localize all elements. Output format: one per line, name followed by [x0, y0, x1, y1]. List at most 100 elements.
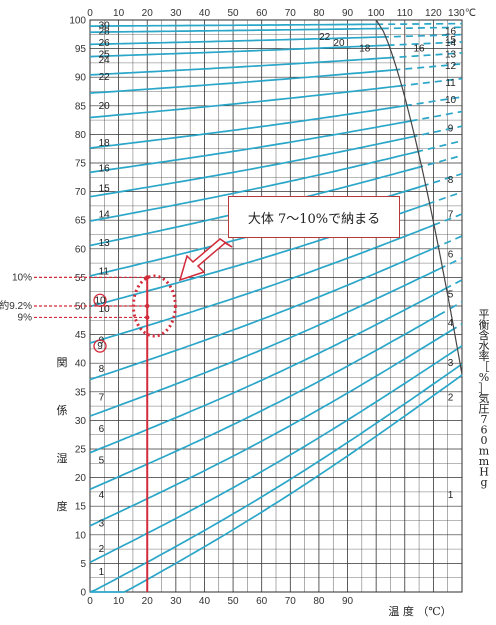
rh-point-label: 9% [18, 312, 33, 323]
curve-label-left: 28 [99, 26, 111, 37]
x-tick-top: 70 [285, 8, 297, 19]
side-title-char: 平 [479, 308, 490, 321]
circled-emc-label: 10 [94, 295, 106, 306]
emc-curve [89, 27, 382, 34]
curve-label-right: 5 [448, 290, 454, 301]
y-axis-title-char: 関 [57, 356, 68, 369]
y-axis-title-char: 湿 [57, 452, 68, 465]
side-title-char: 0 [481, 434, 488, 447]
rh-point [145, 303, 150, 309]
curve-label-left: 20 [99, 101, 111, 112]
curve-label-left: 8 [99, 364, 105, 375]
curve-label-right: 12 [445, 61, 457, 72]
curve-label-left: 11 [99, 267, 110, 278]
side-title-char: 気 [479, 391, 490, 405]
curve-label-left: 14 [99, 209, 111, 220]
y-tick: 20 [75, 473, 87, 484]
x-tick-bottom: 50 [228, 596, 240, 607]
emc-curve-dashed [376, 22, 462, 26]
curve-label-left: 10 [99, 304, 111, 315]
x-tick-top: 120 [425, 8, 442, 19]
y-tick: 0 [80, 588, 86, 599]
y-tick: 90 [75, 73, 87, 84]
side-title-char: 6 [481, 424, 488, 437]
emc-curve-dashed [444, 279, 463, 290]
x-tick-top: 100 [368, 8, 385, 19]
annotation-text: 大体 7〜10%で納まる [247, 211, 381, 227]
curve-label-left: 25 [99, 49, 111, 60]
x-tick-top: 0 [87, 8, 93, 19]
rh-point-label: 約9.2% [0, 299, 32, 312]
emc-curve [89, 151, 417, 222]
emc-curve-dashed [410, 110, 463, 122]
side-title-char: 含 [479, 328, 490, 342]
x-tick-bottom: 60 [256, 596, 268, 607]
y-tick: 30 [75, 416, 87, 427]
arrow-icon [178, 238, 233, 282]
y-axis-title-char: 係 [57, 404, 68, 417]
chart-labels: 0 10 20 30 40 50 60 70 80 90 100 110 120 130℃0 10 20 30 4… [57, 8, 490, 618]
curve-label-left: 2 [99, 544, 105, 555]
x-tick-bottom: 0 [87, 596, 93, 607]
emc-curve [89, 57, 388, 76]
y-tick: 45 [75, 330, 87, 341]
x-tick-bottom: 40 [199, 596, 211, 607]
x-tick-top: 30 [170, 8, 182, 19]
emc-curve [89, 288, 446, 454]
y-axis-title-char: 度 [57, 499, 68, 513]
emc-curve-dashed [450, 323, 463, 332]
emc-curve [89, 104, 405, 149]
curve-label-left: 26 [99, 38, 111, 49]
emc-curve [89, 348, 457, 564]
x-tick-bottom: 70 [285, 596, 297, 607]
emc-curve [89, 330, 452, 527]
dotted-ellipse [131, 274, 177, 338]
side-title-char: 水 [479, 340, 490, 353]
emc-curve [89, 44, 388, 58]
side-title-char: % [479, 371, 489, 384]
side-title-char: m [479, 445, 490, 458]
chart-grid [89, 19, 463, 593]
emc-curve [89, 85, 400, 119]
curve-label-right: 9 [448, 124, 454, 135]
emc-curve-dashed [387, 41, 463, 47]
curve-label-right: 6 [448, 250, 454, 261]
y-tick: 95 [75, 44, 87, 55]
side-title-char: g [480, 476, 487, 489]
side-title-char: 圧 [479, 403, 490, 416]
curve-label-left: 13 [99, 238, 111, 249]
circled-emc-label: 9 [97, 341, 103, 352]
curve-label-left: 22 [99, 72, 111, 83]
curve-label-left: 7 [99, 393, 105, 404]
curve-label-right: 15 [445, 35, 457, 46]
curve-label-top: 16 [414, 44, 426, 55]
curve-label-left: 15 [99, 184, 111, 195]
curve-label-right: 16 [445, 26, 457, 37]
x-tick-top: 130℃ [448, 8, 476, 19]
side-title-char: ］ [479, 382, 490, 395]
emc-curve-dashed [387, 52, 463, 59]
emc-curve [89, 36, 382, 46]
y-tick: 40 [75, 359, 87, 370]
emc-curve-dashed [427, 191, 463, 205]
x-tick-bottom: 90 [342, 596, 354, 607]
circled-emc [93, 293, 107, 307]
annotation-box: 大体 7〜10%で納まる [228, 196, 400, 238]
emc-curve [89, 268, 440, 417]
curve-label-right: 14 [445, 38, 457, 49]
emc-curve-dashed [415, 154, 463, 169]
curve-label-right: 11 [445, 78, 456, 89]
side-title-char: ［ [479, 361, 490, 374]
emc-curve-dashed [421, 172, 463, 188]
saturation-boundary [375, 19, 463, 375]
y-tick: 80 [75, 130, 87, 141]
emc-curve [90, 374, 463, 593]
y-tick: 10 [75, 530, 87, 541]
emc-curve-dashed [450, 301, 463, 310]
emc-curve [90, 23, 377, 27]
curve-label-top: 18 [359, 44, 371, 55]
x-tick-top: 60 [256, 8, 268, 19]
emc-curve-dashed [398, 77, 463, 87]
emc-curve [89, 69, 394, 94]
x-tick-top: 80 [313, 8, 325, 19]
